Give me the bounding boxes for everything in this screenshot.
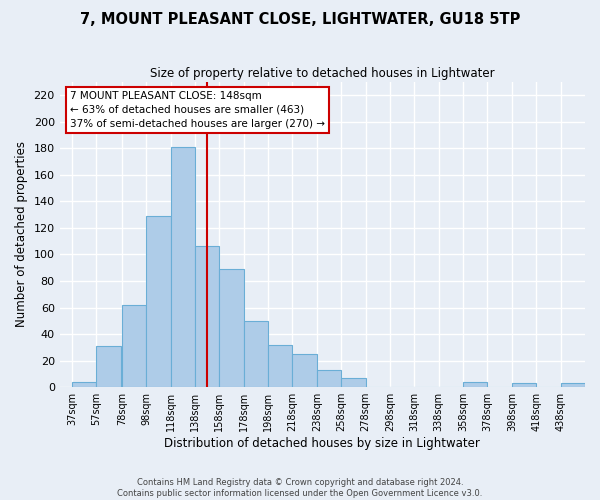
Bar (268, 344, 292, 387)
Bar (463, 382, 487, 387)
Bar (96, 346, 121, 387)
Bar (195, 246, 220, 387)
Text: 7, MOUNT PLEASANT CLOSE, LIGHTWATER, GU18 5TP: 7, MOUNT PLEASANT CLOSE, LIGHTWATER, GU1… (80, 12, 520, 28)
Bar (170, 147, 195, 387)
Bar (317, 370, 341, 387)
Bar (341, 378, 365, 387)
Bar (292, 354, 317, 387)
Bar (72, 382, 96, 387)
Bar (512, 383, 536, 387)
Title: Size of property relative to detached houses in Lightwater: Size of property relative to detached ho… (150, 68, 494, 80)
Text: Contains HM Land Registry data © Crown copyright and database right 2024.
Contai: Contains HM Land Registry data © Crown c… (118, 478, 482, 498)
Bar (146, 216, 170, 387)
Text: 7 MOUNT PLEASANT CLOSE: 148sqm
← 63% of detached houses are smaller (463)
37% of: 7 MOUNT PLEASANT CLOSE: 148sqm ← 63% of … (70, 91, 325, 129)
Y-axis label: Number of detached properties: Number of detached properties (15, 142, 28, 328)
Bar (244, 321, 268, 387)
Bar (560, 383, 585, 387)
Bar (220, 269, 244, 387)
X-axis label: Distribution of detached houses by size in Lightwater: Distribution of detached houses by size … (164, 437, 480, 450)
Bar (122, 305, 146, 387)
